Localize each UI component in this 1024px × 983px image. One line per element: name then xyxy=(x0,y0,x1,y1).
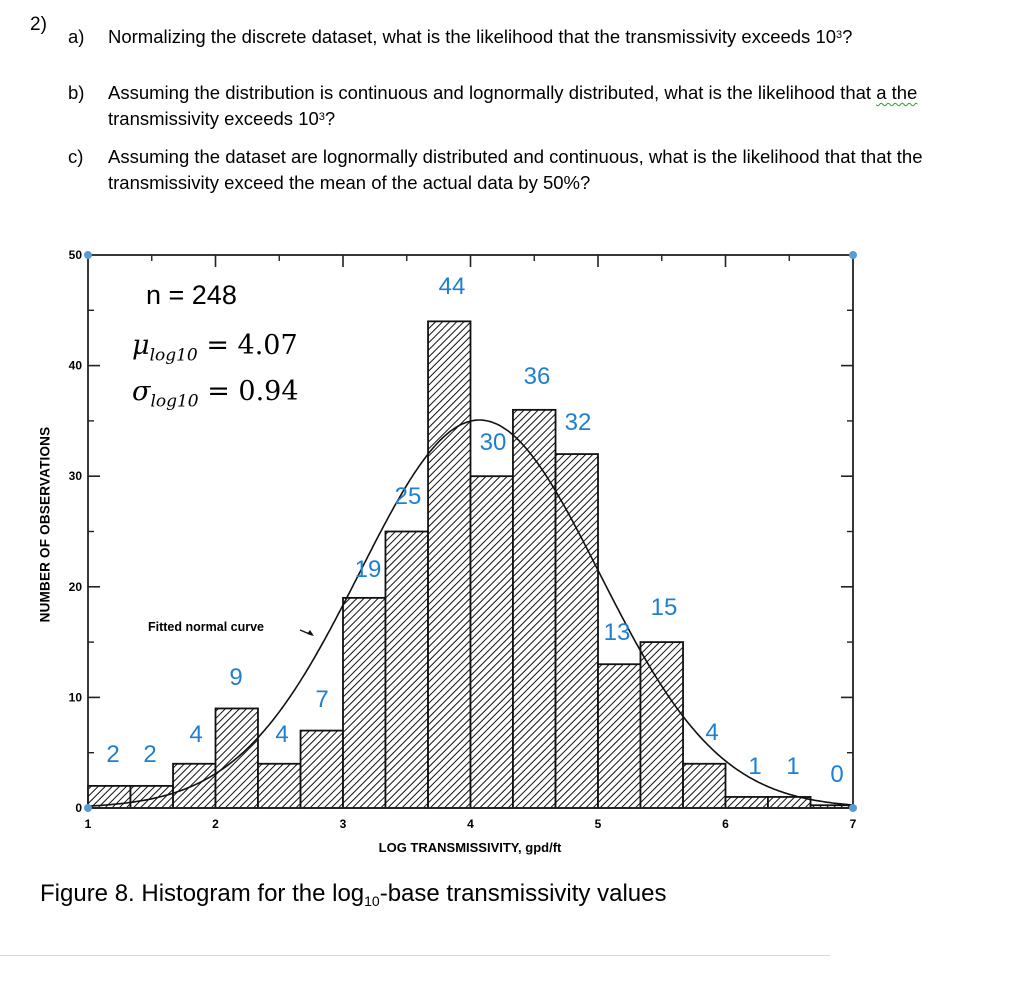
part-b-text-mid: transmissivity exceeds 10 xyxy=(108,108,319,129)
superscript: 3 xyxy=(318,111,325,123)
histogram-bar xyxy=(682,762,727,809)
x-tick-label: 6 xyxy=(722,817,729,831)
corner-handle-dot xyxy=(84,251,92,259)
x-tick-label: 7 xyxy=(850,817,857,831)
fitted-normal-curve xyxy=(87,419,854,807)
corner-handle-dot xyxy=(84,804,92,812)
histogram-bar xyxy=(427,320,472,809)
histogram-bars xyxy=(87,320,854,809)
bar-count-label: 1 xyxy=(786,753,800,780)
part-b-tail: ? xyxy=(324,108,336,129)
bar-count-label: 1 xyxy=(748,753,762,780)
histogram-bar xyxy=(554,453,599,809)
y-tick-label: 30 xyxy=(69,469,83,483)
mean-log10: μlog10 = 4.07 xyxy=(132,330,298,365)
mu-symbol: μ xyxy=(132,330,150,361)
bar-count-label: 4 xyxy=(275,721,289,748)
question-part-a: a) Normalizing the discrete dataset, what… xyxy=(68,24,1008,50)
bar-count-label: 7 xyxy=(315,686,329,713)
histogram-bar xyxy=(384,530,429,809)
bar-count-label: 30 xyxy=(479,429,507,456)
sigma-subscript: log10 xyxy=(150,391,199,412)
corner-handle-dot xyxy=(849,251,857,259)
question-number: 2) xyxy=(30,14,47,35)
histogram-bar xyxy=(342,596,387,809)
caption-tail: -base transmissivity values xyxy=(379,880,667,907)
part-label: c) xyxy=(68,146,84,167)
y-axis-label: NUMBER OF OBSERVATIONS xyxy=(37,426,53,623)
part-label: b) xyxy=(68,82,85,103)
part-a-tail: ? xyxy=(842,26,853,47)
bar-count-label: 2 xyxy=(106,741,120,768)
bar-count-label: 4 xyxy=(189,721,203,748)
corner-handle-dot xyxy=(849,804,857,812)
x-tick-label: 1 xyxy=(85,817,92,831)
figure-caption: Figure 8. Histogram for the log10-base t… xyxy=(40,880,667,909)
sigma-symbol: σ xyxy=(132,376,151,407)
bar-count-label: 15 xyxy=(650,594,678,621)
part-c-text: Assuming the dataset are lognormally dis… xyxy=(108,146,923,193)
histogram-bar xyxy=(512,408,557,809)
question-part-b: b) Assuming the distribution is continuou… xyxy=(68,80,1008,132)
spellcheck-flagged-text[interactable]: a the xyxy=(876,82,918,103)
histogram-bar xyxy=(724,796,769,809)
arrow-head-icon xyxy=(307,630,314,636)
bar-count-label: 19 xyxy=(354,556,382,583)
bar-count-label: 4 xyxy=(705,719,719,746)
y-tick-label: 40 xyxy=(69,359,83,373)
mu-subscript: log10 xyxy=(149,345,198,366)
bar-count-label: 0 xyxy=(830,761,844,788)
y-tick-label: 0 xyxy=(75,801,82,815)
y-tick-label: 10 xyxy=(69,690,83,704)
bar-count-label: 13 xyxy=(603,619,631,646)
histogram-bar xyxy=(597,663,642,809)
bar-count-label: 44 xyxy=(438,273,466,300)
histogram-bar xyxy=(257,762,302,809)
mu-value: = 4.07 xyxy=(197,330,298,361)
bar-count-label: 2 xyxy=(143,741,157,768)
part-a-text: Normalizing the discrete dataset, what i… xyxy=(108,26,837,47)
superscript: 3 xyxy=(836,29,843,41)
bar-count-label: 32 xyxy=(564,409,592,436)
bar-count-label: 9 xyxy=(229,664,243,691)
x-axis-label: LOG TRANSMISSIVITY, gpd/ft xyxy=(378,840,562,855)
question-part-c: c) Assuming the dataset are lognormally d… xyxy=(68,144,1008,196)
bar-count-label: 25 xyxy=(394,483,422,510)
divider xyxy=(0,955,830,956)
stddev-log10: σlog10 = 0.94 xyxy=(132,376,299,411)
sample-size: n = 248 xyxy=(146,280,237,310)
x-tick-label: 4 xyxy=(467,817,474,831)
histogram-bar xyxy=(469,475,514,809)
fitted-curve-label: Fitted normal curve xyxy=(148,620,264,634)
caption-text: Figure 8. Histogram for the log xyxy=(40,880,365,907)
part-label: a) xyxy=(68,26,85,47)
x-tick-label: 5 xyxy=(595,817,602,831)
caption-subscript: 10 xyxy=(364,893,380,909)
sigma-value: = 0.94 xyxy=(198,376,299,407)
histogram-bar xyxy=(129,784,174,809)
y-tick-label: 20 xyxy=(69,580,83,594)
histogram-bar xyxy=(639,641,684,809)
x-tick-label: 2 xyxy=(212,817,219,831)
part-b-text: Assuming the distribution is continuous … xyxy=(108,82,877,103)
histogram-bar xyxy=(299,729,344,809)
y-tick-label: 50 xyxy=(69,248,83,262)
bar-count-label: 36 xyxy=(523,363,551,390)
x-tick-label: 3 xyxy=(340,817,347,831)
